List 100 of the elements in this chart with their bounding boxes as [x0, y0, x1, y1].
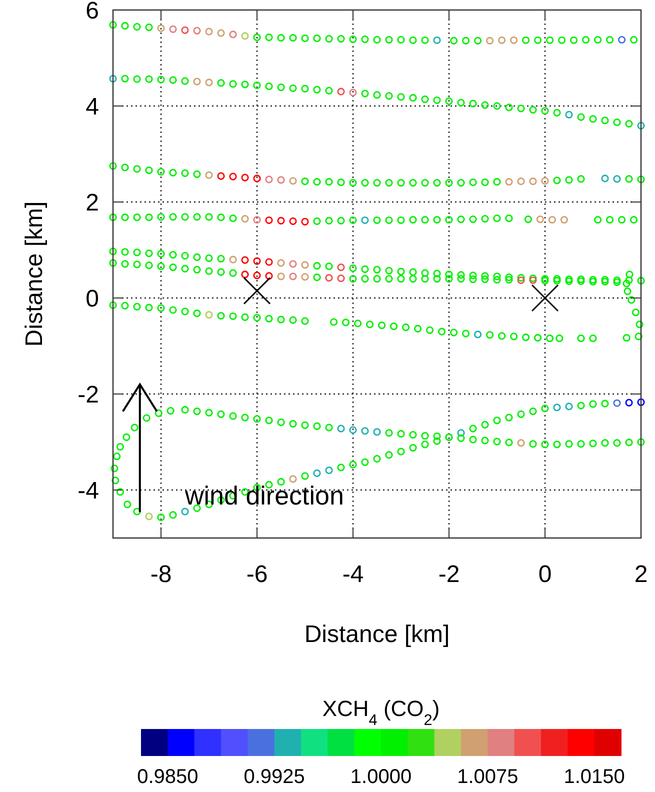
point [241, 174, 249, 182]
point [325, 35, 333, 43]
point [517, 274, 525, 282]
x-tick-label: -2 [438, 561, 460, 588]
point [361, 216, 369, 224]
point [109, 248, 117, 256]
point [481, 272, 489, 280]
point [570, 36, 578, 44]
point [217, 254, 225, 262]
point [277, 216, 285, 225]
point [421, 275, 429, 283]
point [577, 113, 585, 121]
point [577, 334, 585, 342]
point [469, 178, 477, 186]
point [157, 250, 165, 258]
point [622, 334, 630, 342]
color-bar-label: 0.9925 [244, 766, 305, 788]
point [133, 75, 141, 83]
point [121, 302, 129, 310]
point [229, 269, 237, 277]
point [205, 171, 213, 179]
point [498, 36, 506, 44]
point [169, 213, 177, 221]
point [589, 115, 597, 123]
point [289, 260, 297, 268]
point [313, 86, 321, 94]
point [625, 276, 633, 284]
point [445, 270, 453, 278]
point [481, 101, 489, 109]
point [301, 178, 309, 186]
point [457, 179, 465, 187]
point [397, 179, 405, 187]
point [541, 107, 549, 115]
point [313, 34, 321, 42]
point [109, 74, 117, 82]
point [636, 320, 644, 328]
point [565, 176, 573, 184]
point [493, 178, 501, 186]
point [133, 248, 141, 256]
point [241, 32, 249, 40]
point [253, 257, 261, 265]
point [634, 332, 642, 340]
point [181, 26, 189, 34]
point [277, 259, 285, 267]
point [414, 324, 422, 333]
point [337, 88, 345, 96]
point [618, 216, 626, 224]
point [553, 108, 561, 117]
point [325, 178, 333, 186]
point [536, 215, 544, 224]
point [541, 275, 549, 283]
color-bar-title: XCH$_{4}$ (CO$_{2}$) [322, 696, 440, 728]
point [589, 334, 597, 342]
point [133, 260, 141, 268]
point [121, 74, 129, 82]
point [601, 116, 609, 124]
point [373, 91, 381, 99]
point [630, 216, 638, 224]
point [229, 172, 237, 180]
point [361, 179, 369, 187]
point [181, 77, 189, 85]
point [229, 312, 237, 320]
point [385, 266, 393, 274]
point [349, 216, 357, 224]
point [373, 36, 381, 44]
point [433, 179, 441, 187]
point [385, 216, 393, 224]
point [366, 320, 374, 328]
point [169, 168, 177, 177]
point [469, 100, 477, 108]
point [217, 79, 225, 87]
point [565, 277, 573, 285]
point [330, 318, 338, 326]
point [109, 259, 117, 267]
point [474, 330, 482, 338]
point [253, 82, 261, 90]
point [181, 308, 189, 316]
x-tick-label: 0 [538, 561, 552, 588]
point [145, 75, 153, 83]
point [241, 256, 249, 264]
point [253, 174, 261, 182]
point [193, 78, 201, 86]
point [157, 24, 165, 32]
point [637, 176, 645, 184]
y-tick-label: -2 [78, 381, 99, 408]
point [193, 310, 201, 318]
point [301, 84, 309, 93]
point [457, 215, 465, 224]
point [289, 84, 297, 92]
point [373, 216, 381, 224]
point [253, 314, 261, 322]
point [181, 264, 189, 273]
point [613, 175, 621, 183]
point [205, 267, 213, 275]
x-axis-title: Distance [km] [304, 621, 450, 648]
point [445, 179, 453, 187]
point [560, 216, 568, 224]
point [637, 276, 645, 285]
point [205, 28, 213, 36]
point [169, 251, 177, 259]
